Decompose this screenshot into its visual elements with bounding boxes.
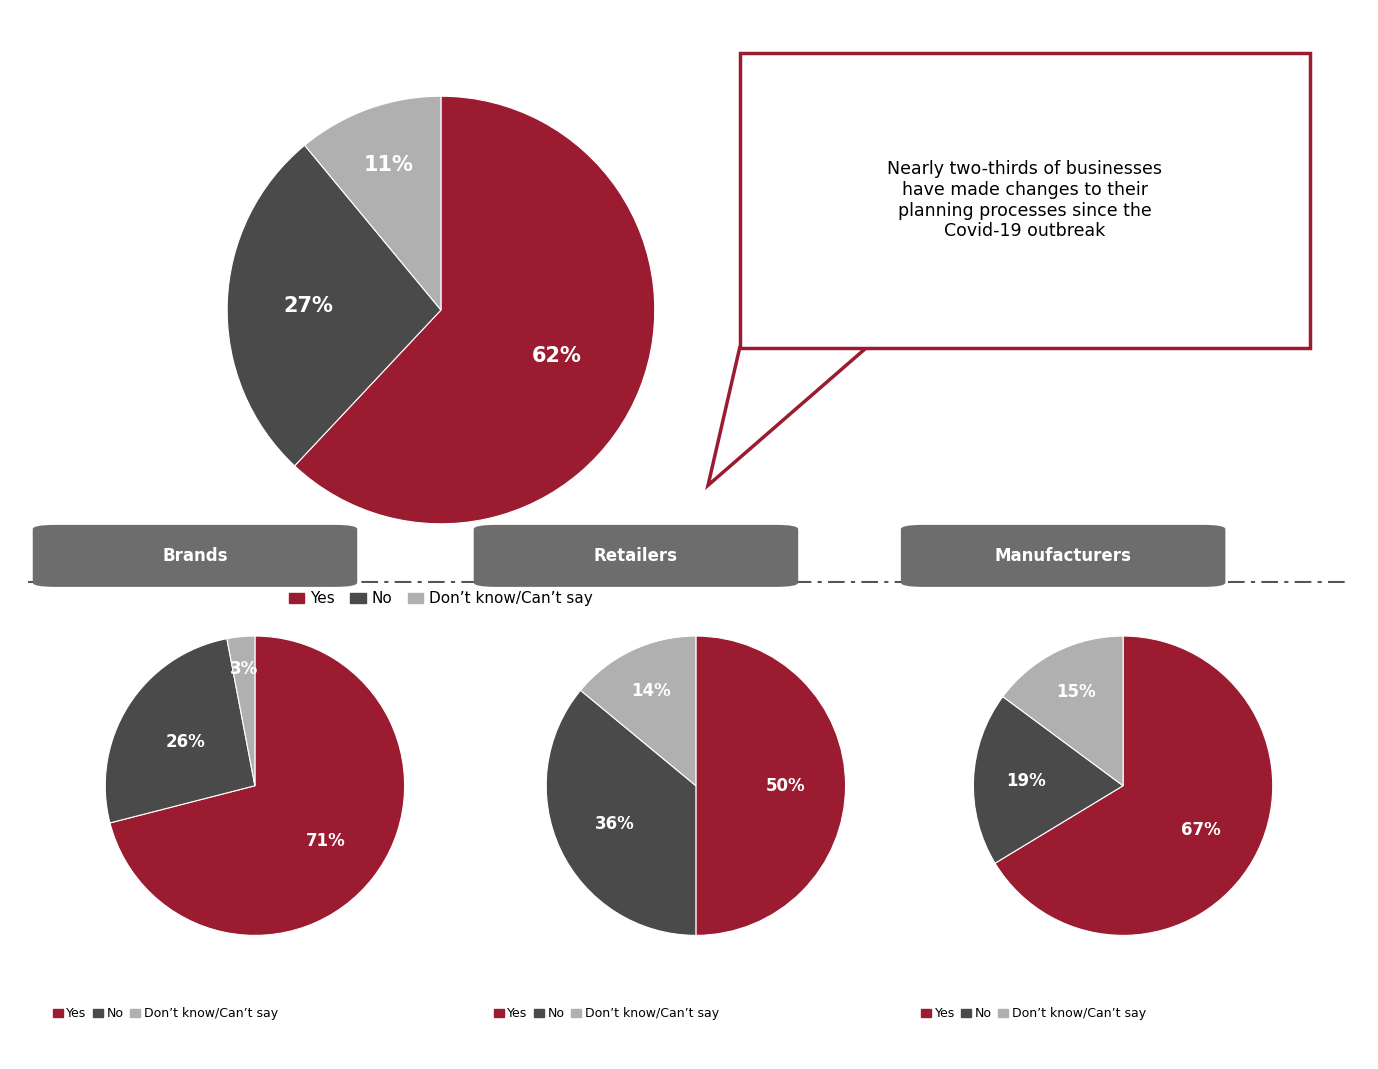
Text: 3%: 3% [230,661,258,679]
Wedge shape [1003,636,1123,786]
Text: 50%: 50% [766,777,806,794]
Legend: Yes, No, Don’t know/Can’t say: Yes, No, Don’t know/Can’t say [282,585,599,613]
Text: 19%: 19% [1006,772,1046,790]
Wedge shape [696,636,846,935]
Polygon shape [745,308,860,343]
Wedge shape [995,636,1273,935]
Wedge shape [227,636,255,786]
Wedge shape [227,145,441,466]
FancyBboxPatch shape [740,52,1310,347]
Wedge shape [546,691,696,935]
FancyBboxPatch shape [474,525,798,587]
Wedge shape [305,96,441,310]
Polygon shape [708,347,867,485]
Text: 67%: 67% [1181,821,1221,839]
Wedge shape [973,697,1123,863]
Text: 14%: 14% [631,682,671,700]
Text: Brands: Brands [163,547,227,564]
Text: 62%: 62% [532,345,582,366]
Text: Retailers: Retailers [594,547,678,564]
Text: 15%: 15% [1056,683,1096,701]
Legend: Yes, No, Don’t know/Can’t say: Yes, No, Don’t know/Can’t say [916,1003,1151,1025]
Wedge shape [295,96,655,524]
Text: Manufacturers: Manufacturers [995,547,1131,564]
Text: 11%: 11% [364,155,413,175]
Text: 26%: 26% [165,732,205,750]
Text: 27%: 27% [284,296,333,315]
Text: 36%: 36% [595,815,634,833]
FancyBboxPatch shape [33,525,357,587]
Wedge shape [110,636,405,935]
Wedge shape [105,638,255,823]
Text: 71%: 71% [306,832,346,850]
Wedge shape [580,636,696,786]
Legend: Yes, No, Don’t know/Can’t say: Yes, No, Don’t know/Can’t say [489,1003,723,1025]
Legend: Yes, No, Don’t know/Can’t say: Yes, No, Don’t know/Can’t say [48,1003,282,1025]
Text: Nearly two-thirds of businesses
have made changes to their
planning processes si: Nearly two-thirds of businesses have mad… [887,160,1163,241]
FancyBboxPatch shape [901,525,1225,587]
